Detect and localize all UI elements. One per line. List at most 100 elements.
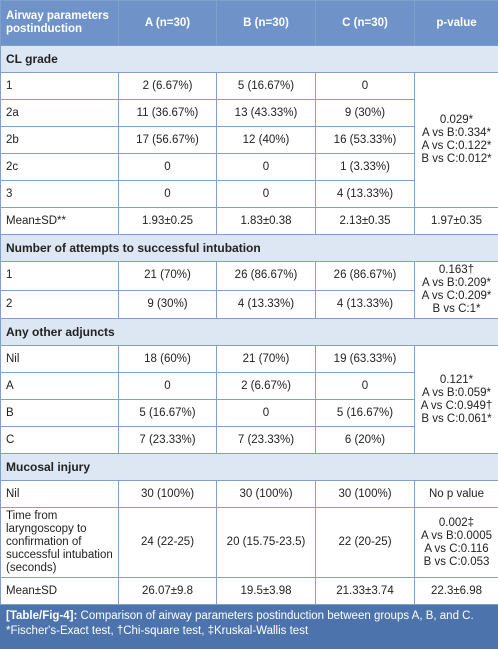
data-cell: 13 (43.33%): [216, 99, 316, 127]
header-cell: Airway parameters postinduction: [0, 0, 119, 46]
data-cell: 11 (36.67%): [118, 99, 217, 127]
row-label: 2c: [0, 153, 119, 181]
p-value-line: 0.163†: [438, 264, 475, 276]
p-value-cell: 0.121* A vs B:0.059* A vs C:0.949† B vs C:0…: [414, 345, 498, 454]
data-cell: 12 (40%): [216, 126, 316, 154]
row-label: 2b: [0, 126, 119, 154]
row-label: 1: [0, 72, 119, 100]
p-value-line: B vs C:0.053: [423, 555, 490, 568]
data-cell: 19 (63.33%): [315, 345, 415, 373]
section-title: Any other adjuncts: [0, 318, 498, 346]
table-body: CL grade 1 2 (6.67%) 5 (16.67%) 0 0.029* A vs …: [0, 45, 498, 605]
data-cell: 5 (16.67%): [216, 72, 316, 100]
data-cell: 4 (13.33%): [315, 289, 415, 319]
row-label: Mean±SD: [0, 577, 119, 605]
caption: [Table/Fig-4]: Comparison of airway para…: [0, 605, 498, 649]
data-cell: 21 (70%): [216, 345, 316, 373]
header-cell: A (n=30): [118, 0, 217, 46]
section-row: Any other adjuncts: [0, 318, 498, 346]
data-cell: 1 (3.33%): [315, 153, 415, 181]
p-value-cell: 22.3±6.98: [414, 577, 498, 605]
p-value-cell: 0.002‡ A vs B:0.0005 A vs C:0.116 B vs C:0.…: [414, 507, 498, 578]
data-cell: 1.83±0.38: [216, 207, 316, 235]
p-value-line: 0.121*: [439, 373, 474, 386]
data-cell: 5 (16.67%): [118, 399, 217, 427]
data-cell: 2.13±0.35: [315, 207, 415, 235]
p-value-line: B vs C:0.061*: [421, 412, 492, 425]
p-value-line: A vs B:0.209*: [421, 277, 492, 289]
data-cell: 22 (20-25): [315, 507, 415, 578]
p-value-line: B vs C:1*: [432, 303, 481, 315]
data-row: 2a 11 (36.67%) 13 (43.33%) 9 (30%): [0, 99, 498, 127]
data-cell: 16 (53.33%): [315, 126, 415, 154]
section-title: Number of attempts to successful intubat…: [0, 234, 498, 262]
p-value-line: 1.97±0.35: [430, 214, 483, 227]
data-cell: 26 (86.67%): [216, 261, 316, 291]
data-cell: 26.07±9.8: [118, 577, 217, 605]
data-row: 1 21 (70%) 26 (86.67%) 26 (86.67%) 0.163† A v…: [0, 261, 498, 319]
data-cell: 20 (15.75-23.5): [216, 507, 316, 578]
data-cell: 21 (70%): [118, 261, 217, 291]
data-cell: 0: [118, 153, 217, 181]
header-cell: C (n=30): [315, 0, 415, 46]
row-label: Nil: [0, 480, 119, 508]
p-value-line: A vs C:0.209*: [421, 290, 492, 302]
data-table: Airway parameters postinduction A (n=30) B…: [0, 0, 498, 605]
p-value-line: A vs B:0.334*: [421, 127, 492, 139]
row-label: C: [0, 426, 119, 454]
row-label: Mean±SD**: [0, 207, 119, 235]
row-label: 2: [0, 289, 119, 319]
data-cell: 17 (56.67%): [118, 126, 217, 154]
data-cell: 0: [118, 372, 217, 400]
data-cell: 21.33±3.74: [315, 577, 415, 605]
data-cell: 4 (13.33%): [216, 289, 316, 319]
p-value-cell: 1.97±0.35: [414, 207, 498, 235]
p-value-line: A vs C:0.949†: [420, 399, 493, 412]
data-cell: 9 (30%): [118, 289, 217, 319]
section-row: Number of attempts to successful intubat…: [0, 234, 498, 262]
section-title: Mucosal injury: [0, 453, 498, 481]
p-value-cell: No p value: [414, 480, 498, 508]
section-row: CL grade: [0, 45, 498, 73]
data-row: Mean±SD 26.07±9.8 19.5±3.98 21.33±3.74 22.3±…: [0, 577, 498, 605]
p-value-line: 22.3±6.98: [430, 584, 483, 597]
section-row: Mucosal injury: [0, 453, 498, 481]
row-label: 1: [0, 261, 119, 291]
header-row: Airway parameters postinduction A (n=30) B…: [0, 0, 498, 46]
row-label: 3: [0, 180, 119, 208]
row-label: A: [0, 372, 119, 400]
data-cell: 19.5±3.98: [216, 577, 316, 605]
data-cell: 18 (60%): [118, 345, 217, 373]
p-value-line: A vs C:0.122*: [421, 140, 492, 152]
p-value-line: 0.002‡: [438, 516, 475, 529]
data-cell: 0: [315, 372, 415, 400]
header-cell: B (n=30): [216, 0, 316, 46]
data-cell: 30 (100%): [216, 480, 316, 508]
data-row: 2b 17 (56.67%) 12 (40%) 16 (53.33%): [0, 126, 498, 154]
data-cell: 30 (100%): [315, 480, 415, 508]
data-row: Time from laryngoscopy to confirmation o…: [0, 507, 498, 578]
data-cell: 0: [216, 399, 316, 427]
data-cell: 2 (6.67%): [118, 72, 217, 100]
p-value-line: A vs B:0.059*: [421, 386, 492, 399]
data-row: 2c 0 0 1 (3.33%): [0, 153, 498, 181]
data-cell: 0: [315, 72, 415, 100]
p-value-line: No p value: [429, 487, 484, 500]
section-title: CL grade: [0, 45, 498, 73]
data-cell: 24 (22-25): [118, 507, 217, 578]
data-cell: 7 (23.33%): [118, 426, 217, 454]
row-label: Time from laryngoscopy to confirmation o…: [0, 507, 119, 578]
data-cell: 1.93±0.25: [118, 207, 217, 235]
data-cell: 30 (100%): [118, 480, 217, 508]
data-cell: 4 (13.33%): [315, 180, 415, 208]
p-value-line: A vs B:0.0005: [421, 529, 492, 542]
data-cell: 0: [216, 153, 316, 181]
p-value-line: A vs C:0.116: [424, 542, 489, 555]
data-cell: 7 (23.33%): [216, 426, 316, 454]
data-cell: 5 (16.67%): [315, 399, 415, 427]
p-value-cell: 0.163† A vs B:0.209* A vs C:0.209* B vs C:1…: [414, 261, 498, 319]
p-value-cell: 0.029* A vs B:0.334* A vs C:0.122* B vs C:0…: [414, 72, 498, 208]
data-row: Nil 30 (100%) 30 (100%) 30 (100%) No p value: [0, 480, 498, 508]
